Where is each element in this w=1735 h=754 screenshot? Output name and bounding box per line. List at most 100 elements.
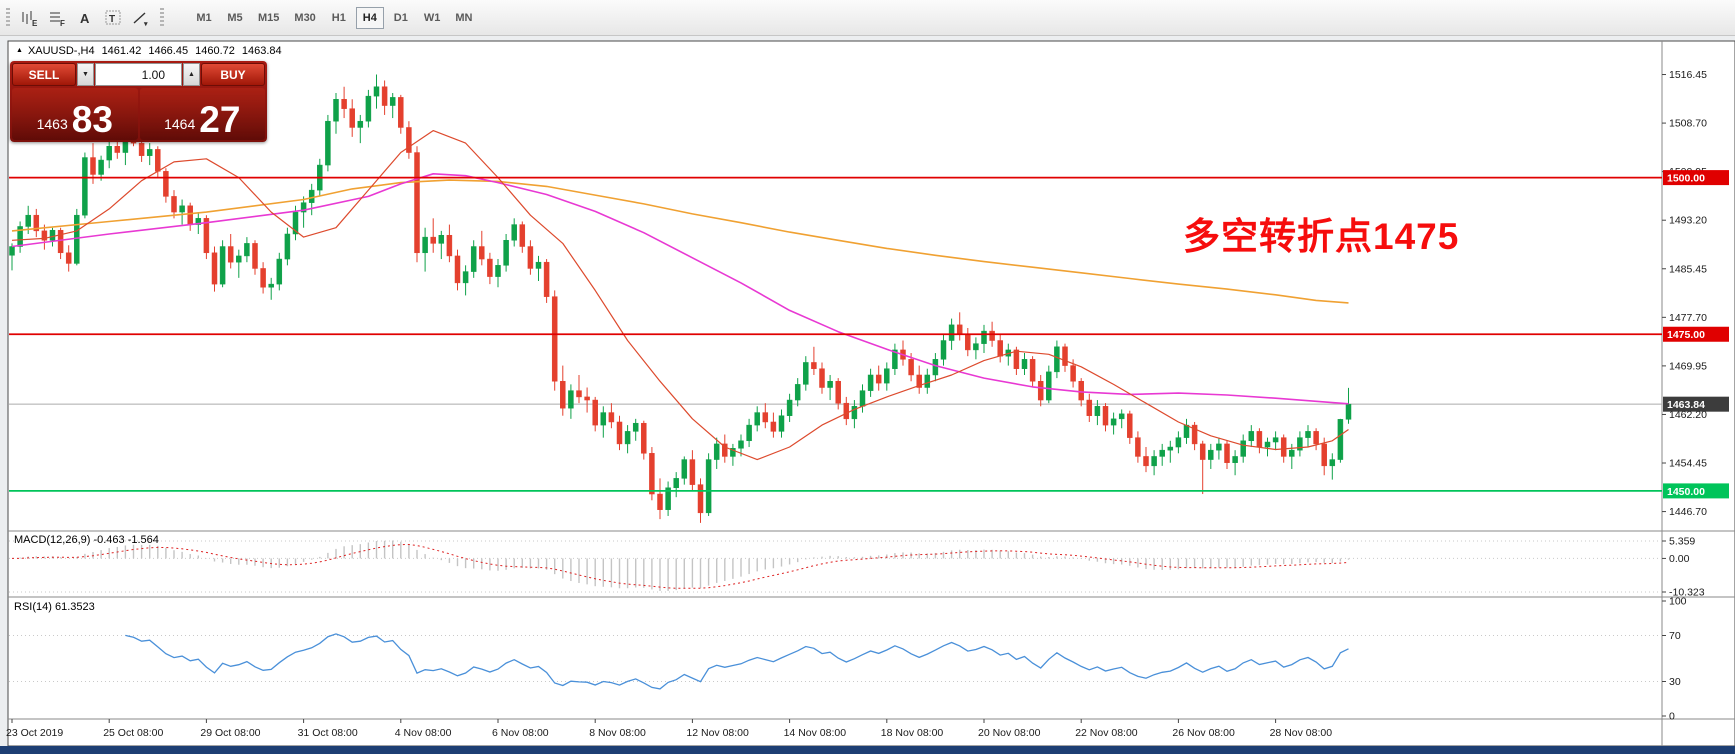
svg-text:1485.45: 1485.45 xyxy=(1669,263,1707,275)
svg-text:1450.00: 1450.00 xyxy=(1667,486,1705,498)
timeframe-d1[interactable]: D1 xyxy=(393,11,408,24)
ohlc-open: 1461.42 xyxy=(101,45,142,57)
timeframe-m5[interactable]: M5 xyxy=(227,11,243,24)
svg-text:25 Oct 08:00: 25 Oct 08:00 xyxy=(103,727,163,739)
svg-text:70: 70 xyxy=(1669,630,1681,642)
sell-price-pips: 83 xyxy=(71,98,113,140)
timeframe-h4[interactable]: H4 xyxy=(355,6,384,29)
sell-button[interactable]: SELL xyxy=(12,63,76,86)
buy-button[interactable]: BUY xyxy=(201,63,265,86)
buy-price-display[interactable]: 1464 27 xyxy=(139,88,265,140)
svg-text:1493.20: 1493.20 xyxy=(1669,215,1707,227)
window-bottom-strip xyxy=(0,746,1735,754)
textbox-t-icon: T xyxy=(105,10,121,25)
timeframe-m15[interactable]: M15 xyxy=(258,11,280,24)
current-price-badge: 1463.84 xyxy=(1663,396,1729,412)
svg-text:20 Nov 08:00: 20 Nov 08:00 xyxy=(978,727,1041,739)
collapse-triangle-icon[interactable]: ▲ xyxy=(16,47,23,54)
timeframe-group: M1 M5 M15 M30 H1 H4 D1 W1 MN xyxy=(190,6,478,29)
sell-price-main: 1463 xyxy=(36,116,68,132)
volume-increase-button[interactable]: ▲ xyxy=(183,63,200,86)
svg-text:22 Nov 08:00: 22 Nov 08:00 xyxy=(1075,727,1138,739)
svg-text:1508.70: 1508.70 xyxy=(1669,118,1707,130)
bar-chart-e-icon-button[interactable]: E xyxy=(16,6,42,30)
trendline-dropdown-icon: ▾ xyxy=(133,11,148,28)
svg-text:0: 0 xyxy=(1669,711,1675,723)
bar-chart-e-icon: E xyxy=(22,10,38,28)
timeframe-h1[interactable]: H1 xyxy=(331,11,346,24)
buy-price-pips: 27 xyxy=(199,98,241,140)
svg-text:12 Nov 08:00: 12 Nov 08:00 xyxy=(686,727,749,739)
svg-text:-10.323: -10.323 xyxy=(1669,587,1705,599)
svg-text:6 Nov 08:00: 6 Nov 08:00 xyxy=(492,727,549,739)
svg-text:1469.95: 1469.95 xyxy=(1669,360,1707,372)
grid-f-icon: F xyxy=(50,12,65,28)
rsi-pane: 100 70 30 0 xyxy=(9,596,1687,723)
macd-indicator-label: MACD(12,26,9) -0.463 -1.564 xyxy=(14,534,159,546)
svg-text:31 Oct 08:00: 31 Oct 08:00 xyxy=(298,727,358,739)
svg-text:0.00: 0.00 xyxy=(1669,553,1690,565)
svg-text:29 Oct 08:00: 29 Oct 08:00 xyxy=(200,727,260,739)
price-badge-1450.00: 1450.00 xyxy=(1663,483,1729,499)
svg-text:14 Nov 08:00: 14 Nov 08:00 xyxy=(784,727,847,739)
price-badge-1475.00: 1475.00 xyxy=(1663,326,1729,342)
chart-symbol-period: XAUUSD-,H4 xyxy=(27,45,95,57)
ohlc-close: 1463.84 xyxy=(241,45,282,57)
ma-mid-magenta xyxy=(11,173,1349,405)
svg-text:26 Nov 08:00: 26 Nov 08:00 xyxy=(1172,727,1235,739)
svg-text:▾: ▾ xyxy=(143,21,148,28)
grid-f-icon-button[interactable]: F xyxy=(44,6,70,30)
svg-text:A: A xyxy=(80,11,90,26)
rsi-line xyxy=(125,633,1349,690)
svg-text:T: T xyxy=(109,14,115,25)
chart-window-background xyxy=(7,40,1735,747)
volume-decrease-button[interactable]: ▼ xyxy=(77,63,94,86)
label-a-icon-button[interactable]: A xyxy=(72,6,98,30)
chart-annotation-text[interactable]: 多空转折点1475 xyxy=(1183,216,1460,257)
svg-text:28 Nov 08:00: 28 Nov 08:00 xyxy=(1270,727,1333,739)
buy-price-main: 1464 xyxy=(164,116,196,132)
svg-text:5.359: 5.359 xyxy=(1669,536,1695,548)
svg-text:8 Nov 08:00: 8 Nov 08:00 xyxy=(589,727,646,739)
svg-text:F: F xyxy=(60,19,65,28)
svg-text:100: 100 xyxy=(1669,596,1687,608)
toolbar-grip[interactable] xyxy=(6,7,10,28)
svg-text:1477.70: 1477.70 xyxy=(1669,312,1707,324)
timeframe-m1[interactable]: M1 xyxy=(196,11,212,24)
svg-text:18 Nov 08:00: 18 Nov 08:00 xyxy=(881,727,944,739)
timeframe-m30[interactable]: M30 xyxy=(294,11,316,24)
rsi-indicator-label: RSI(14) 61.3523 xyxy=(14,601,95,613)
toolbar: E F A T ▾ M1 M5 M15 M30 H1 H4 D1 W1 MN xyxy=(0,0,1735,36)
volume-input[interactable] xyxy=(95,63,182,86)
svg-text:30: 30 xyxy=(1669,676,1681,688)
ohlc-low: 1460.72 xyxy=(195,45,235,57)
textbox-t-icon-button[interactable]: T xyxy=(100,6,126,30)
timeframe-mn[interactable]: MN xyxy=(455,11,473,24)
trendline-dropdown-icon-button[interactable]: ▾ xyxy=(128,6,154,30)
svg-text:4 Nov 08:00: 4 Nov 08:00 xyxy=(395,727,452,739)
svg-text:1500.00: 1500.00 xyxy=(1667,173,1705,185)
label-a-icon: A xyxy=(80,11,90,26)
svg-text:1516.45: 1516.45 xyxy=(1669,69,1707,81)
macd-signal-line xyxy=(11,543,1349,589)
one-click-trading-panel: SELL ▼ ▲ BUY 1463 83 1464 27 xyxy=(10,61,267,142)
time-axis[interactable]: 23 Oct 2019 25 Oct 08:00 29 Oct 08:00 31 Oc… xyxy=(6,719,1332,739)
sell-price-display[interactable]: 1463 83 xyxy=(12,88,138,140)
chart-header: ▲ XAUUSD-,H4 1461.42 1466.45 1460.72 1463.84 xyxy=(16,45,282,57)
toolbar-icon-group: E F A T ▾ xyxy=(16,6,154,30)
svg-text:E: E xyxy=(32,19,38,28)
svg-text:23 Oct 2019: 23 Oct 2019 xyxy=(6,727,63,739)
svg-text:1454.45: 1454.45 xyxy=(1669,458,1707,470)
svg-text:1463.84: 1463.84 xyxy=(1667,399,1705,411)
macd-pane: 5.359 0.00 -10.323 xyxy=(9,536,1705,599)
svg-text:1446.70: 1446.70 xyxy=(1669,506,1707,518)
toolbar-grip[interactable] xyxy=(160,7,164,28)
ma-slow-orange xyxy=(11,179,1349,304)
candlestick-series xyxy=(9,74,1352,523)
price-badge-1500.00: 1500.00 xyxy=(1663,170,1729,186)
timeframe-w1[interactable]: W1 xyxy=(423,11,441,24)
svg-text:1462.20: 1462.20 xyxy=(1669,409,1707,421)
ohlc-high: 1466.45 xyxy=(148,45,189,57)
svg-text:1475.00: 1475.00 xyxy=(1667,329,1705,341)
